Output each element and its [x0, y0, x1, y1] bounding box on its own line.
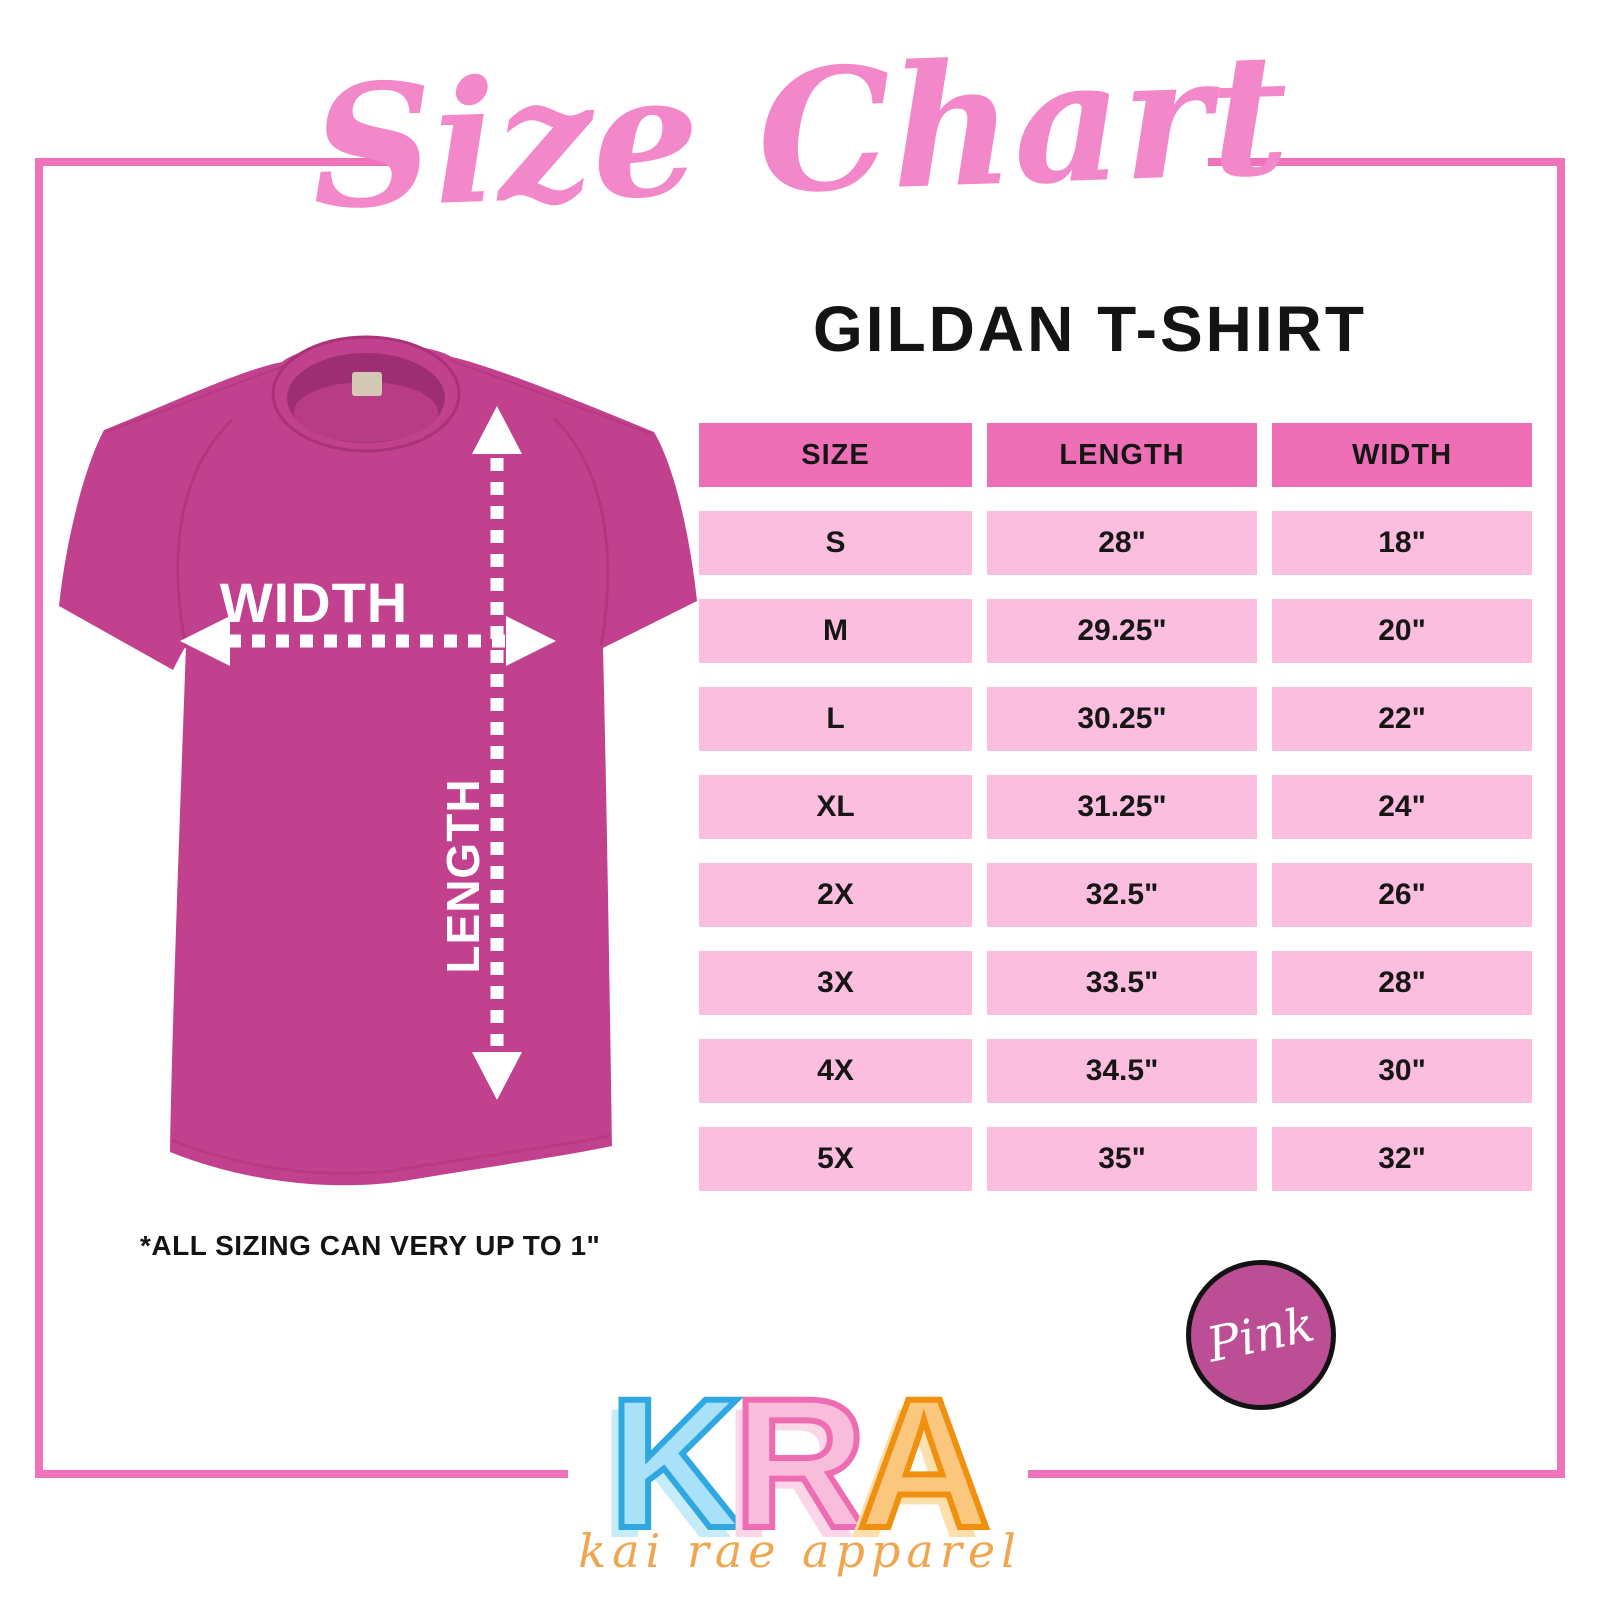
neck-tag [352, 372, 382, 396]
table-cell-length: 35" [987, 1127, 1257, 1191]
product-title: GILDAN T-SHIRT [813, 293, 1367, 365]
size-table: SIZE LENGTH WIDTH S 28" 18" M 29.25" 20"… [699, 423, 1532, 1191]
table-cell-width: 26" [1272, 863, 1532, 927]
table-cell-size: XL [699, 775, 972, 839]
width-arrowhead-left [180, 616, 230, 666]
kra-logo: K R A [0, 1361, 1600, 1567]
sizing-disclaimer: *ALL SIZING CAN VERY UP TO 1" [140, 1230, 601, 1261]
table-cell-length: 29.25" [987, 599, 1257, 663]
right-armhole-seam [552, 416, 610, 647]
column-header-width: WIDTH [1272, 423, 1532, 487]
table-cell-length: 32.5" [987, 863, 1257, 927]
table-cell-width: 18" [1272, 511, 1532, 575]
length-arrowhead-bottom [472, 1052, 522, 1100]
table-cell-size: M [699, 599, 972, 663]
table-cell-width: 20" [1272, 599, 1532, 663]
collar-inner-back [294, 382, 438, 442]
left-shoulder-seam [105, 365, 285, 433]
table-cell-length: 33.5" [987, 951, 1257, 1015]
frame-bottom-left-segment [35, 1470, 568, 1478]
table-cell-width: 24" [1272, 775, 1532, 839]
table-cell-width: 32" [1272, 1127, 1532, 1191]
length-arrowhead-top [472, 406, 522, 454]
table-cell-width: 22" [1272, 687, 1532, 751]
frame-right-edge [1557, 158, 1565, 1478]
right-shoulder-seam [449, 359, 653, 435]
logo-tagline: kai rae apparel [578, 1524, 1022, 1578]
table-cell-length: 30.25" [987, 687, 1257, 751]
column-header-size: SIZE [699, 423, 972, 487]
tshirt-illustration: WIDTH LENGTH [59, 335, 697, 1186]
width-arrowhead-right [506, 616, 556, 666]
color-badge: Pink [1186, 1260, 1336, 1410]
table-cell-size: 4X [699, 1039, 972, 1103]
table-cell-size: 3X [699, 951, 972, 1015]
width-label: WIDTH [220, 571, 409, 634]
logo-letter-a: A [854, 1361, 994, 1567]
table-cell-length: 34.5" [987, 1039, 1257, 1103]
page-title: Size Chart [308, 15, 1292, 247]
length-label: LENGTH [437, 778, 489, 973]
table-cell-size: S [699, 511, 972, 575]
hem-seam [171, 1134, 611, 1175]
table-cell-length: 31.25" [987, 775, 1257, 839]
frame-top-left-segment [35, 158, 403, 166]
frame-left-edge [35, 158, 43, 1478]
tshirt-body [59, 343, 697, 1186]
table-cell-size: 2X [699, 863, 972, 927]
logo-letter-k: K [606, 1361, 746, 1567]
frame-bottom-right-segment [1028, 1470, 1565, 1478]
table-cell-width: 30" [1272, 1039, 1532, 1103]
table-cell-size: L [699, 687, 972, 751]
column-header-length: LENGTH [987, 423, 1257, 487]
logo-letter-r: R [730, 1361, 870, 1567]
frame-top-right-segment [1208, 158, 1565, 166]
table-cell-width: 28" [1272, 951, 1532, 1015]
left-armhole-seam [176, 418, 234, 649]
color-badge-label: Pink [1202, 1296, 1320, 1374]
table-cell-length: 28" [987, 511, 1257, 575]
table-cell-size: 5X [699, 1127, 972, 1191]
